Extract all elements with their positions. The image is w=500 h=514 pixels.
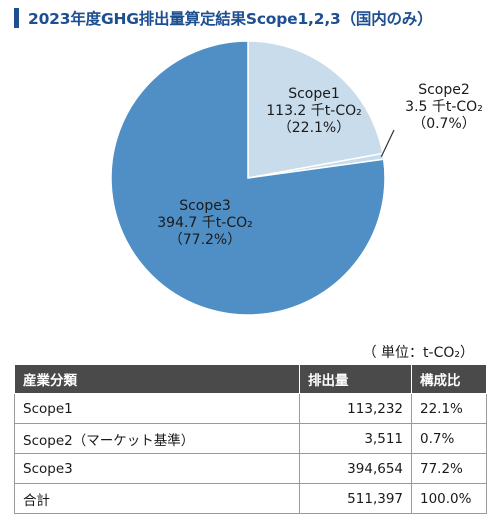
pie-label-scope1: Scope1 113.2 千t-CO₂ （22.1%）	[266, 86, 361, 136]
chart-title-wrap: 2023年度GHG排出量算定結果Scope1,2,3（国内のみ）	[14, 6, 433, 30]
table-header-row: 産業分類 排出量 構成比	[14, 364, 487, 394]
header-ratio: 構成比	[411, 364, 487, 394]
cell-category: Scope3	[14, 453, 300, 484]
cell-emissions: 394,654	[299, 453, 412, 484]
table-row: Scope3 394,654 77.2%	[14, 453, 487, 484]
pie-chart: Scope1 113.2 千t-CO₂ （22.1%） Scope2 3.5 千t-CO…	[110, 40, 483, 316]
pie-label-scope3: Scope3 394.7 千t-CO₂ （77.2%）	[157, 198, 252, 248]
header-category: 産業分類	[14, 364, 300, 394]
cell-ratio: 77.2%	[411, 453, 487, 484]
emissions-table: 産業分類 排出量 構成比 Scope1 113,232 22.1% Scope2…	[14, 364, 487, 514]
table-row: 合計 511,397 100.0%	[14, 483, 487, 514]
cell-ratio: 0.7%	[411, 423, 487, 454]
chart-title: 2023年度GHG排出量算定結果Scope1,2,3（国内のみ）	[28, 10, 433, 28]
pie-label-scope2: Scope2 3.5 千t-CO₂ （0.7%）	[405, 82, 483, 132]
cell-category: Scope1	[14, 393, 300, 424]
pie-slice-scope1	[247, 40, 384, 179]
title-accent-bar	[14, 8, 19, 28]
unit-note: （ 単位：t-CO₂）	[362, 345, 474, 361]
scope2-leader-line	[380, 129, 395, 157]
table-row: Scope2（マーケット基準） 3,511 0.7%	[14, 423, 487, 454]
cell-category: 合計	[14, 483, 300, 514]
cell-ratio: 22.1%	[411, 393, 487, 424]
table-row: Scope1 113,232 22.1%	[14, 393, 487, 424]
cell-ratio: 100.0%	[411, 483, 487, 514]
cell-category: Scope2（マーケット基準）	[14, 423, 300, 454]
cell-emissions: 511,397	[299, 483, 412, 514]
header-emissions: 排出量	[299, 364, 412, 394]
cell-emissions: 113,232	[299, 393, 412, 424]
cell-emissions: 3,511	[299, 423, 412, 454]
pie-slice-scope3	[110, 40, 386, 316]
